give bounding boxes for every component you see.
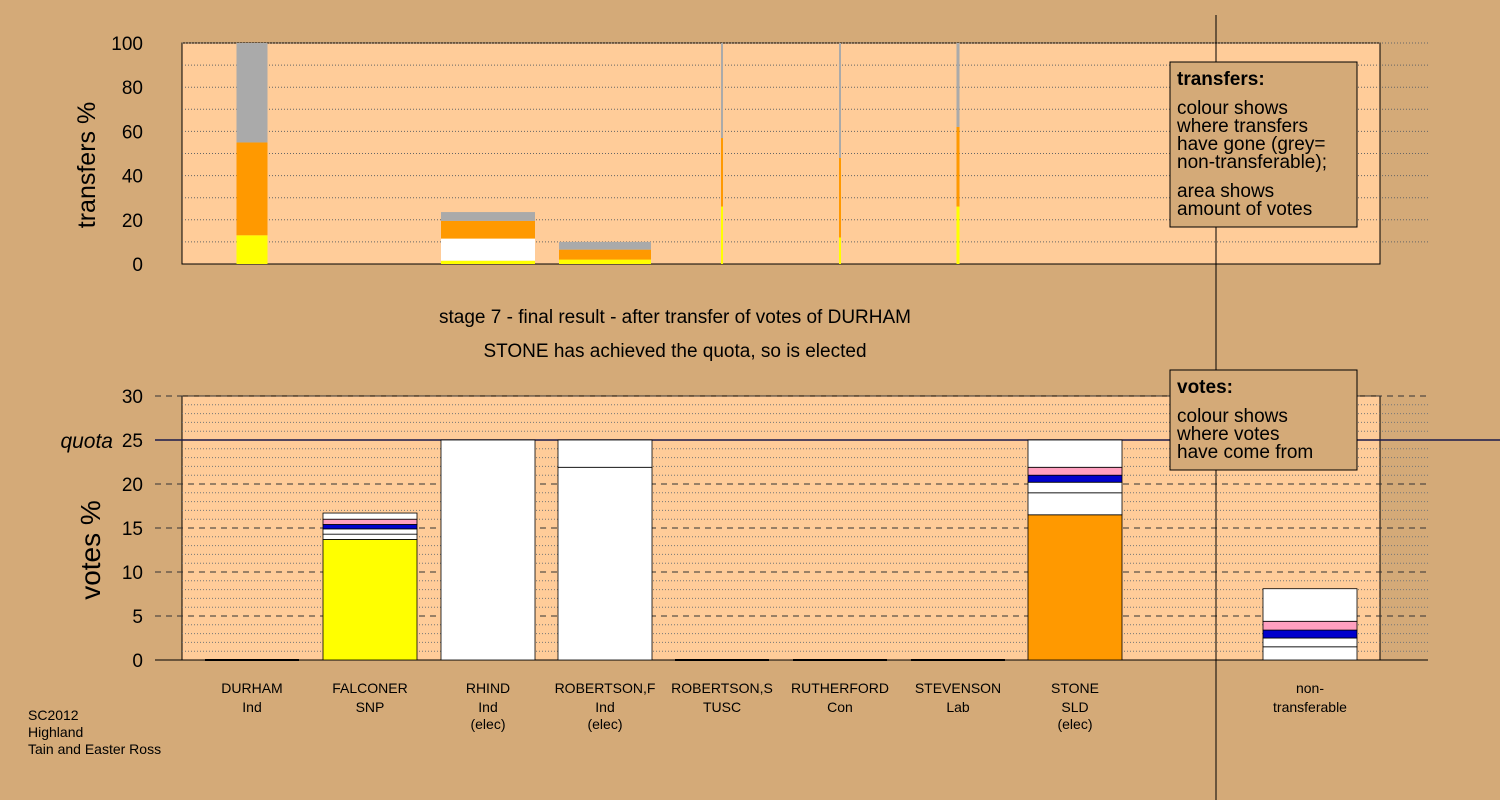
transfer-segment-rutherford-non_transferable: [839, 43, 841, 158]
votes-legend-title: votes:: [1177, 377, 1233, 398]
category-name-label: RHIND: [466, 680, 510, 696]
transfers-tick-label: 40: [122, 167, 143, 188]
vote-segment-robertsonf-ind: [557, 466, 653, 661]
transfers-legend-line: where transfers: [1176, 116, 1308, 137]
transfer-segment-rhind-ind: [441, 238, 535, 261]
votes-tick-label: 30: [122, 387, 143, 408]
top-ylabel: transfers %: [73, 102, 101, 228]
transfer-segment-robertsons-sld: [721, 138, 723, 207]
transfer-segment-rhind-non_transferable: [441, 212, 535, 221]
transfer-segment-stevenson-non_transferable: [956, 43, 960, 127]
category-name-label: STEVENSON: [915, 680, 1001, 696]
vote-segment-stone-ind: [1027, 481, 1123, 494]
category-name-label: STONE: [1051, 680, 1099, 696]
category-party-label: TUSC: [703, 699, 741, 715]
transfers-legend-title: transfers:: [1177, 69, 1265, 90]
vote-segment-stone-lab: [1027, 466, 1123, 476]
stage-subtitle: STONE has achieved the quota, so is elec…: [483, 341, 866, 362]
category-elected-label: (elec): [470, 716, 505, 732]
votes-tick-label: 5: [132, 607, 143, 628]
vote-segment-non-ind: [1262, 588, 1358, 622]
vote-segment-non-ind: [1262, 646, 1358, 661]
transfer-segment-stevenson-sld: [956, 126, 960, 207]
quota-label: quota: [60, 430, 113, 453]
category-elected-label: (elec): [1057, 716, 1092, 732]
footer-line: Tain and Easter Ross: [28, 741, 161, 757]
category-name-label: DURHAM: [221, 680, 282, 696]
footer-line: SC2012: [28, 707, 79, 723]
vote-segment-rhind-ind: [440, 439, 536, 661]
transfer-segment-robertsons-non_transferable: [721, 43, 723, 139]
category-party-label: transferable: [1273, 699, 1347, 715]
bottom-ylabel: votes %: [75, 500, 106, 600]
transfer-segment-rhind-snp: [441, 260, 535, 264]
category-party-label: Ind: [242, 699, 261, 715]
transfers-tick-label: 60: [122, 122, 143, 143]
category-elected-label: (elec): [587, 716, 622, 732]
transfer-segment-durham-sld: [236, 142, 268, 236]
category-party-label: Lab: [946, 699, 970, 715]
category-name-label: non-: [1296, 680, 1324, 696]
transfer-segment-durham-non_transferable: [236, 43, 268, 143]
votes-legend: votes: colour shows where votes have com…: [1169, 369, 1358, 471]
vote-segment-falconer-ind: [322, 512, 418, 520]
transfer-segment-durham-snp: [236, 235, 268, 264]
transfers-legend-line: non-transferable);: [1177, 152, 1327, 173]
transfer-segment-rutherford-sld: [839, 157, 841, 238]
vote-segment-stone-ind: [1027, 439, 1123, 468]
stage-title: stage 7 - final result - after transfer …: [439, 307, 911, 328]
transfers-legend-line: have gone (grey=: [1177, 134, 1325, 155]
votes-tick-label: 25: [122, 431, 143, 452]
category-name-label: ROBERTSON,F: [555, 680, 656, 696]
transfers-legend: transfers: colour shows where transfers …: [1169, 61, 1358, 228]
category-name-label: ROBERTSON,S: [671, 680, 773, 696]
vote-segment-robertsonf-ind: [557, 439, 653, 468]
vote-segment-falconer-snp: [322, 539, 418, 661]
vote-segment-stone-sld: [1027, 514, 1123, 661]
transfers-tick-label: 20: [122, 211, 143, 232]
transfers-legend-line: amount of votes: [1177, 199, 1312, 220]
transfer-segment-stevenson-snp: [956, 206, 960, 264]
votes-legend-line: colour shows: [1177, 406, 1288, 427]
transfers-tick-label: 100: [111, 34, 143, 55]
votes-tick-label: 15: [122, 519, 143, 540]
vote-segment-stone-con: [1027, 474, 1123, 483]
transfer-segment-robertsonf-sld: [559, 249, 651, 260]
transfer-segment-robertsonf-snp: [559, 259, 651, 264]
vote-segment-falconer-ind: [322, 528, 418, 535]
transfer-segment-robertsonf-non_transferable: [559, 241, 651, 250]
vote-segment-non-lab: [1262, 620, 1358, 631]
transfers-tick-label: 0: [132, 255, 143, 276]
category-party-label: Ind: [595, 699, 614, 715]
transfer-segment-rhind-sld: [441, 220, 535, 239]
votes-tick-label: 20: [122, 475, 143, 496]
footer-info: SC2012 Highland Tain and Easter Ross: [28, 707, 161, 757]
category-party-label: Ind: [478, 699, 497, 715]
transfers-legend-line: colour shows: [1177, 98, 1288, 119]
category-party-label: Con: [827, 699, 853, 715]
votes-legend-line: where votes: [1176, 424, 1279, 445]
category-party-label: SNP: [356, 699, 385, 715]
transfer-segment-rutherford-snp: [839, 237, 841, 264]
vote-segment-non-ind: [1262, 637, 1358, 648]
votes-tick-label: 0: [132, 651, 143, 672]
vote-segment-stone-ind: [1027, 492, 1123, 516]
vote-segment-non-con: [1262, 629, 1358, 639]
transfers-tick-label: 80: [122, 78, 143, 99]
footer-line: Highland: [28, 724, 83, 740]
transfers-legend-line: area shows: [1177, 181, 1274, 202]
vote-segment-falconer-con: [322, 524, 418, 530]
category-name-label: RUTHERFORD: [791, 680, 889, 696]
transfer-segment-robertsons-snp: [721, 206, 723, 264]
votes-legend-line: have come from: [1177, 442, 1313, 463]
category-name-label: FALCONER: [332, 680, 407, 696]
category-party-label: SLD: [1061, 699, 1088, 715]
vote-segment-falconer-lab: [322, 518, 418, 525]
votes-tick-label: 10: [122, 563, 143, 584]
vote-segment-falconer-ind: [322, 533, 418, 540]
